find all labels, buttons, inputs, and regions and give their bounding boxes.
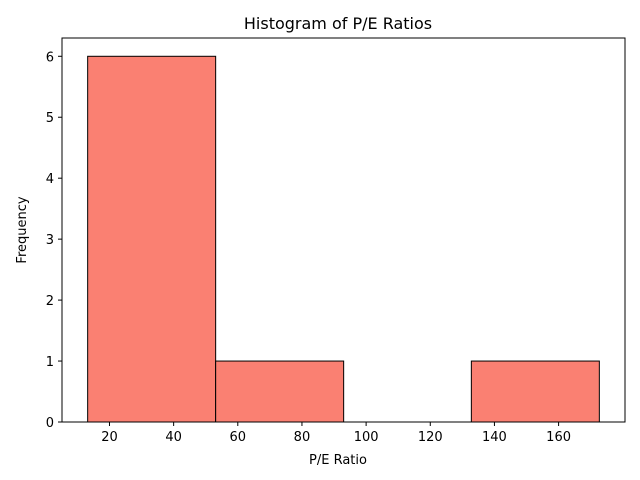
y-tick-label: 6 xyxy=(46,50,54,65)
x-tick-label: 60 xyxy=(230,430,247,445)
x-tick-label: 140 xyxy=(482,430,507,445)
x-axis-ticks: 20 40 60 80 100 120 140 160 xyxy=(101,422,571,445)
histogram-bar-3 xyxy=(470,360,600,423)
y-tick-label: 1 xyxy=(46,355,54,370)
histogram-bar-1 xyxy=(215,360,345,423)
y-tick-label: 4 xyxy=(46,172,54,187)
y-tick-label: 5 xyxy=(46,111,54,126)
x-tick-label: 80 xyxy=(294,430,311,445)
x-tick-label: 40 xyxy=(165,430,182,445)
y-tick-label: 0 xyxy=(46,416,54,431)
y-axis-label: Frequency xyxy=(15,196,30,263)
chart-title: Histogram of P/E Ratios xyxy=(244,14,432,33)
x-tick-label: 100 xyxy=(354,430,379,445)
x-axis-label: P/E Ratio xyxy=(309,453,367,468)
histogram-bar-0 xyxy=(87,55,217,423)
bars-group xyxy=(87,55,600,423)
y-tick-label: 3 xyxy=(46,233,54,248)
plot-frame xyxy=(61,37,626,423)
x-tick-label: 120 xyxy=(418,430,443,445)
x-tick-label: 20 xyxy=(101,430,118,445)
y-tick-label: 2 xyxy=(46,294,54,309)
x-tick-label: 160 xyxy=(546,430,571,445)
y-axis-ticks: 0 1 2 3 4 5 6 xyxy=(46,50,62,431)
